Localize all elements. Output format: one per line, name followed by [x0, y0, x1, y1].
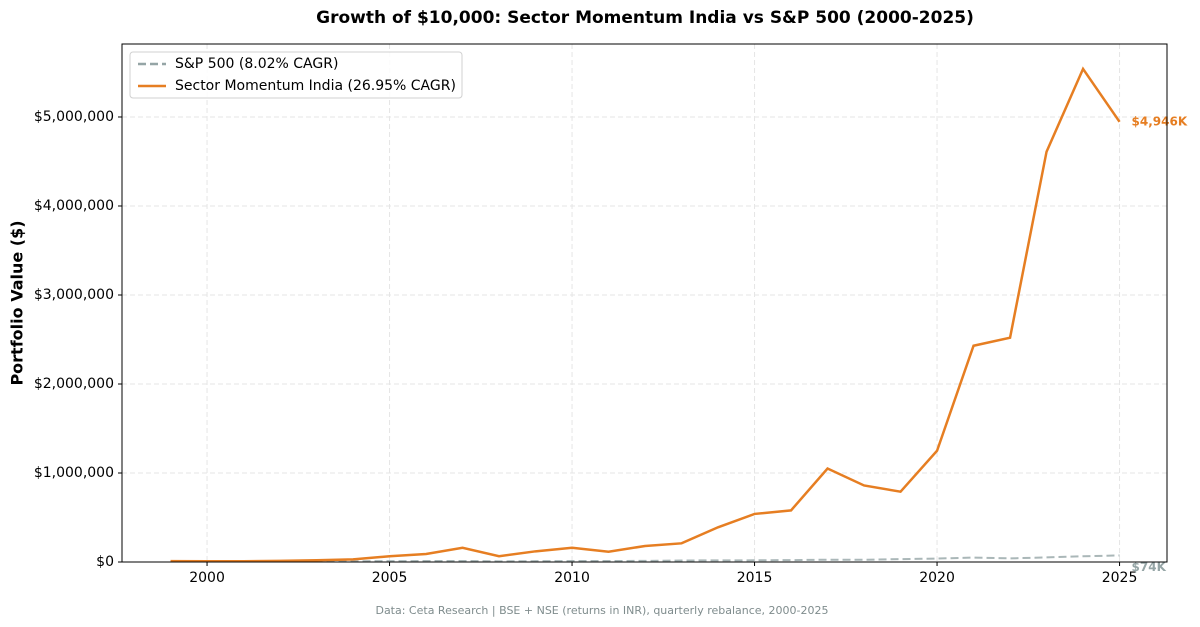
- chart-title: Growth of $10,000: Sector Momentum India…: [316, 8, 974, 28]
- legend-label: S&P 500 (8.02% CAGR): [175, 56, 338, 72]
- y-tick-label: $4,000,000: [34, 198, 114, 214]
- x-tick-label: 2020: [919, 570, 955, 586]
- end-value-label: $4,946K: [1132, 114, 1188, 128]
- x-tick-label: 2000: [189, 570, 225, 586]
- y-axis-label: Portfolio Value ($): [8, 220, 27, 385]
- y-tick-label: $5,000,000: [34, 109, 114, 125]
- y-tick-label: $3,000,000: [34, 287, 114, 303]
- footnote: Data: Ceta Research | BSE + NSE (returns…: [375, 604, 828, 617]
- y-tick-label: $1,000,000: [34, 465, 114, 481]
- end-value-label: $74K: [1132, 560, 1167, 574]
- legend-box: [129, 51, 463, 99]
- x-tick-label: 2005: [372, 570, 408, 586]
- x-tick-label: 2025: [1102, 570, 1138, 586]
- y-tick-label: $2,000,000: [34, 376, 114, 392]
- series-line: [170, 66, 1121, 563]
- y-tick-label: $0: [96, 554, 114, 570]
- legend-label: Sector Momentum India (26.95% CAGR): [175, 78, 456, 94]
- x-tick-label: 2010: [554, 570, 590, 586]
- plot-frame: [121, 43, 1168, 563]
- x-tick-label: 2015: [737, 570, 773, 586]
- series-line: [170, 554, 1120, 563]
